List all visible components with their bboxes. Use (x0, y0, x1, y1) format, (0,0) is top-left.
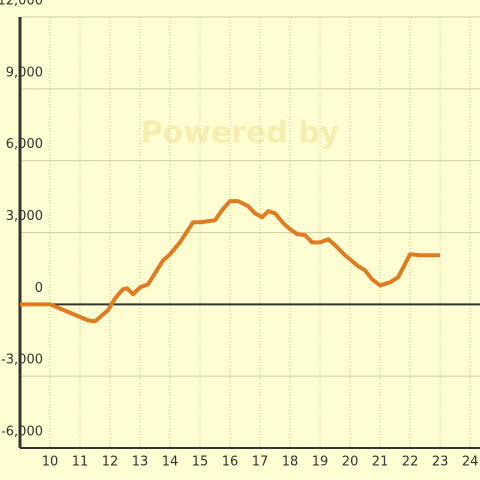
x-tick-label: 17 (252, 455, 269, 470)
x-tick-label: 16 (222, 455, 239, 470)
y-tick-label: 9,000 (6, 65, 43, 80)
y-tick-label: 12,000 (0, 0, 43, 9)
x-tick-label: 11 (72, 455, 89, 470)
x-tick-label: 12 (102, 455, 119, 470)
x-tick-label: 22 (402, 455, 419, 470)
x-tick-label: 24 (462, 455, 479, 470)
y-tick-label: 3,000 (6, 209, 43, 224)
x-tick-label: 21 (372, 455, 389, 470)
x-tick-label: 19 (312, 455, 329, 470)
x-tick-label: 15 (192, 455, 209, 470)
x-tick-label: 13 (132, 455, 149, 470)
x-tick-label: 20 (342, 455, 359, 470)
y-tick-label: -6,000 (1, 425, 43, 440)
y-tick-label: 6,000 (6, 137, 43, 152)
data-line (20, 199, 441, 324)
x-tick-label: 10 (42, 455, 59, 470)
watermark: Powered by (141, 116, 340, 151)
x-tick-label: 18 (282, 455, 299, 470)
y-tick-label: 0 (35, 281, 43, 296)
x-tick-label: 14 (162, 455, 179, 470)
y-tick-label: -3,000 (1, 353, 43, 368)
x-tick-label: 23 (432, 455, 449, 470)
